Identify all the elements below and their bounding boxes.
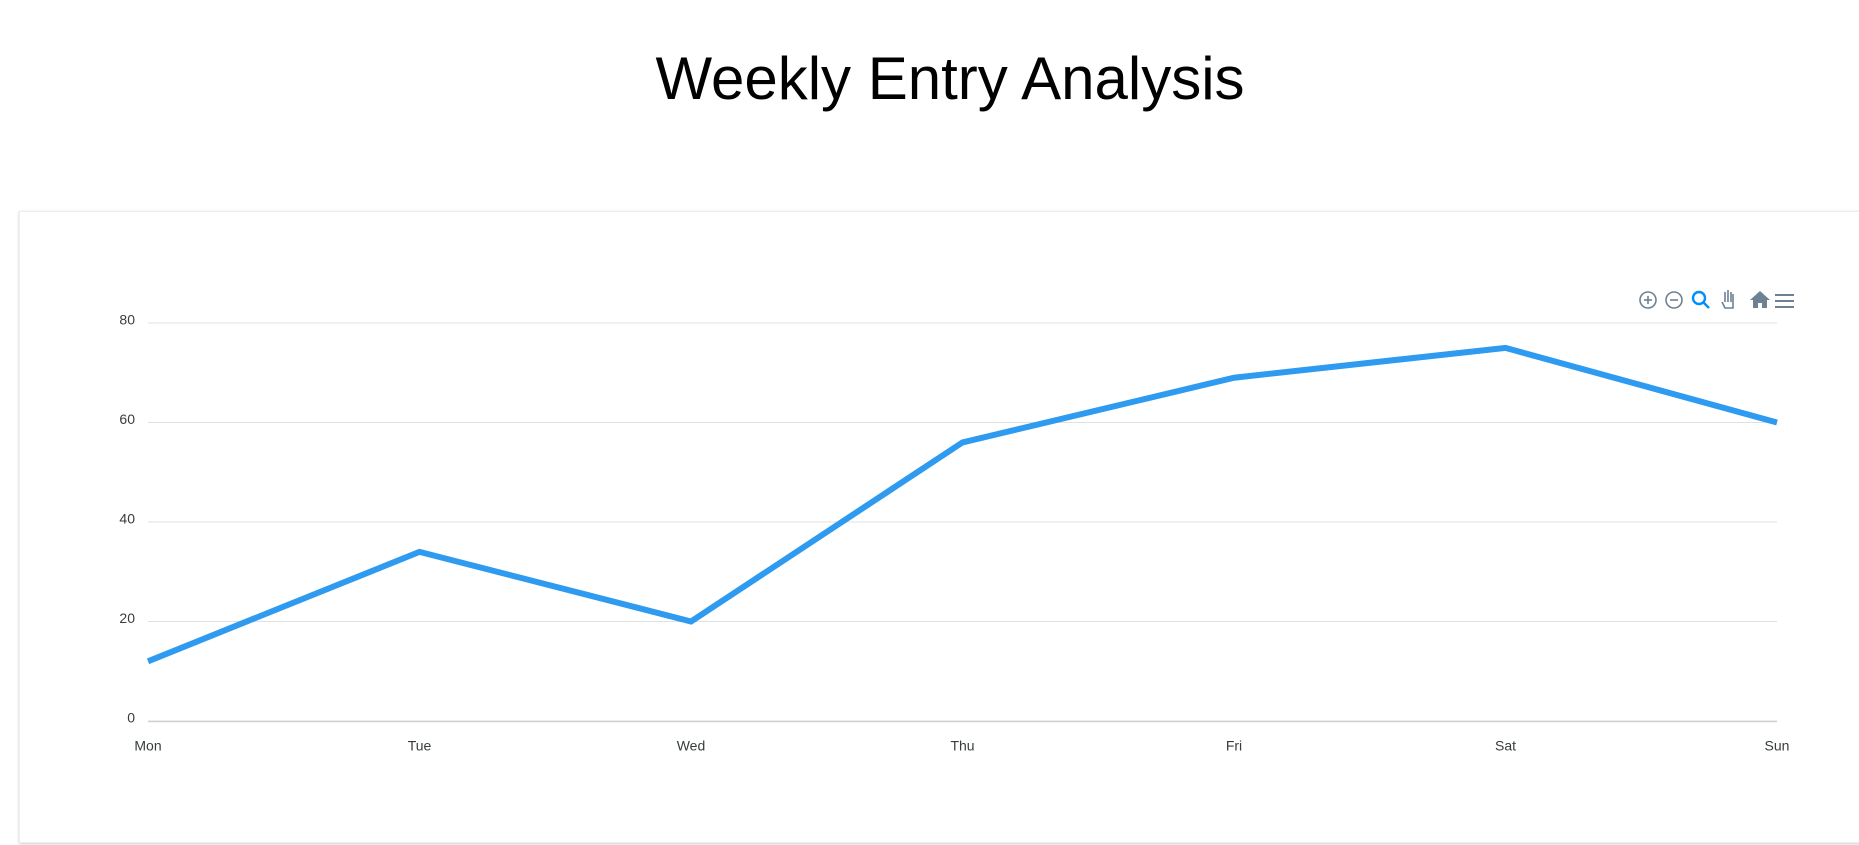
menu-button[interactable]	[1775, 294, 1794, 308]
chart-card	[19, 211, 1859, 843]
x-tick-label: Thu	[950, 738, 974, 754]
y-tick-label: 20	[119, 610, 135, 626]
pan-button[interactable]	[1721, 290, 1734, 309]
x-tick-label: Wed	[677, 738, 706, 754]
zoom-out-button[interactable]	[1665, 291, 1683, 309]
x-tick-label: Fri	[1226, 738, 1242, 754]
x-tick-label: Sun	[1765, 738, 1790, 754]
toolbar	[1639, 290, 1794, 309]
y-tick-label: 40	[119, 511, 135, 527]
reset-zoom-button[interactable]	[1750, 291, 1770, 308]
page-title: Weekly Entry Analysis	[655, 45, 1245, 112]
y-tick-label: 60	[119, 411, 135, 427]
x-tick-label: Sat	[1495, 738, 1516, 754]
x-tick-label: Mon	[134, 738, 161, 754]
selection-zoom-button[interactable]	[1691, 290, 1710, 309]
data-line	[146, 344, 1778, 665]
y-tick-label: 80	[119, 312, 135, 328]
x-tick-label: Tue	[408, 738, 432, 754]
zoom-in-button[interactable]	[1639, 291, 1657, 309]
y-tick-label: 0	[127, 710, 135, 726]
